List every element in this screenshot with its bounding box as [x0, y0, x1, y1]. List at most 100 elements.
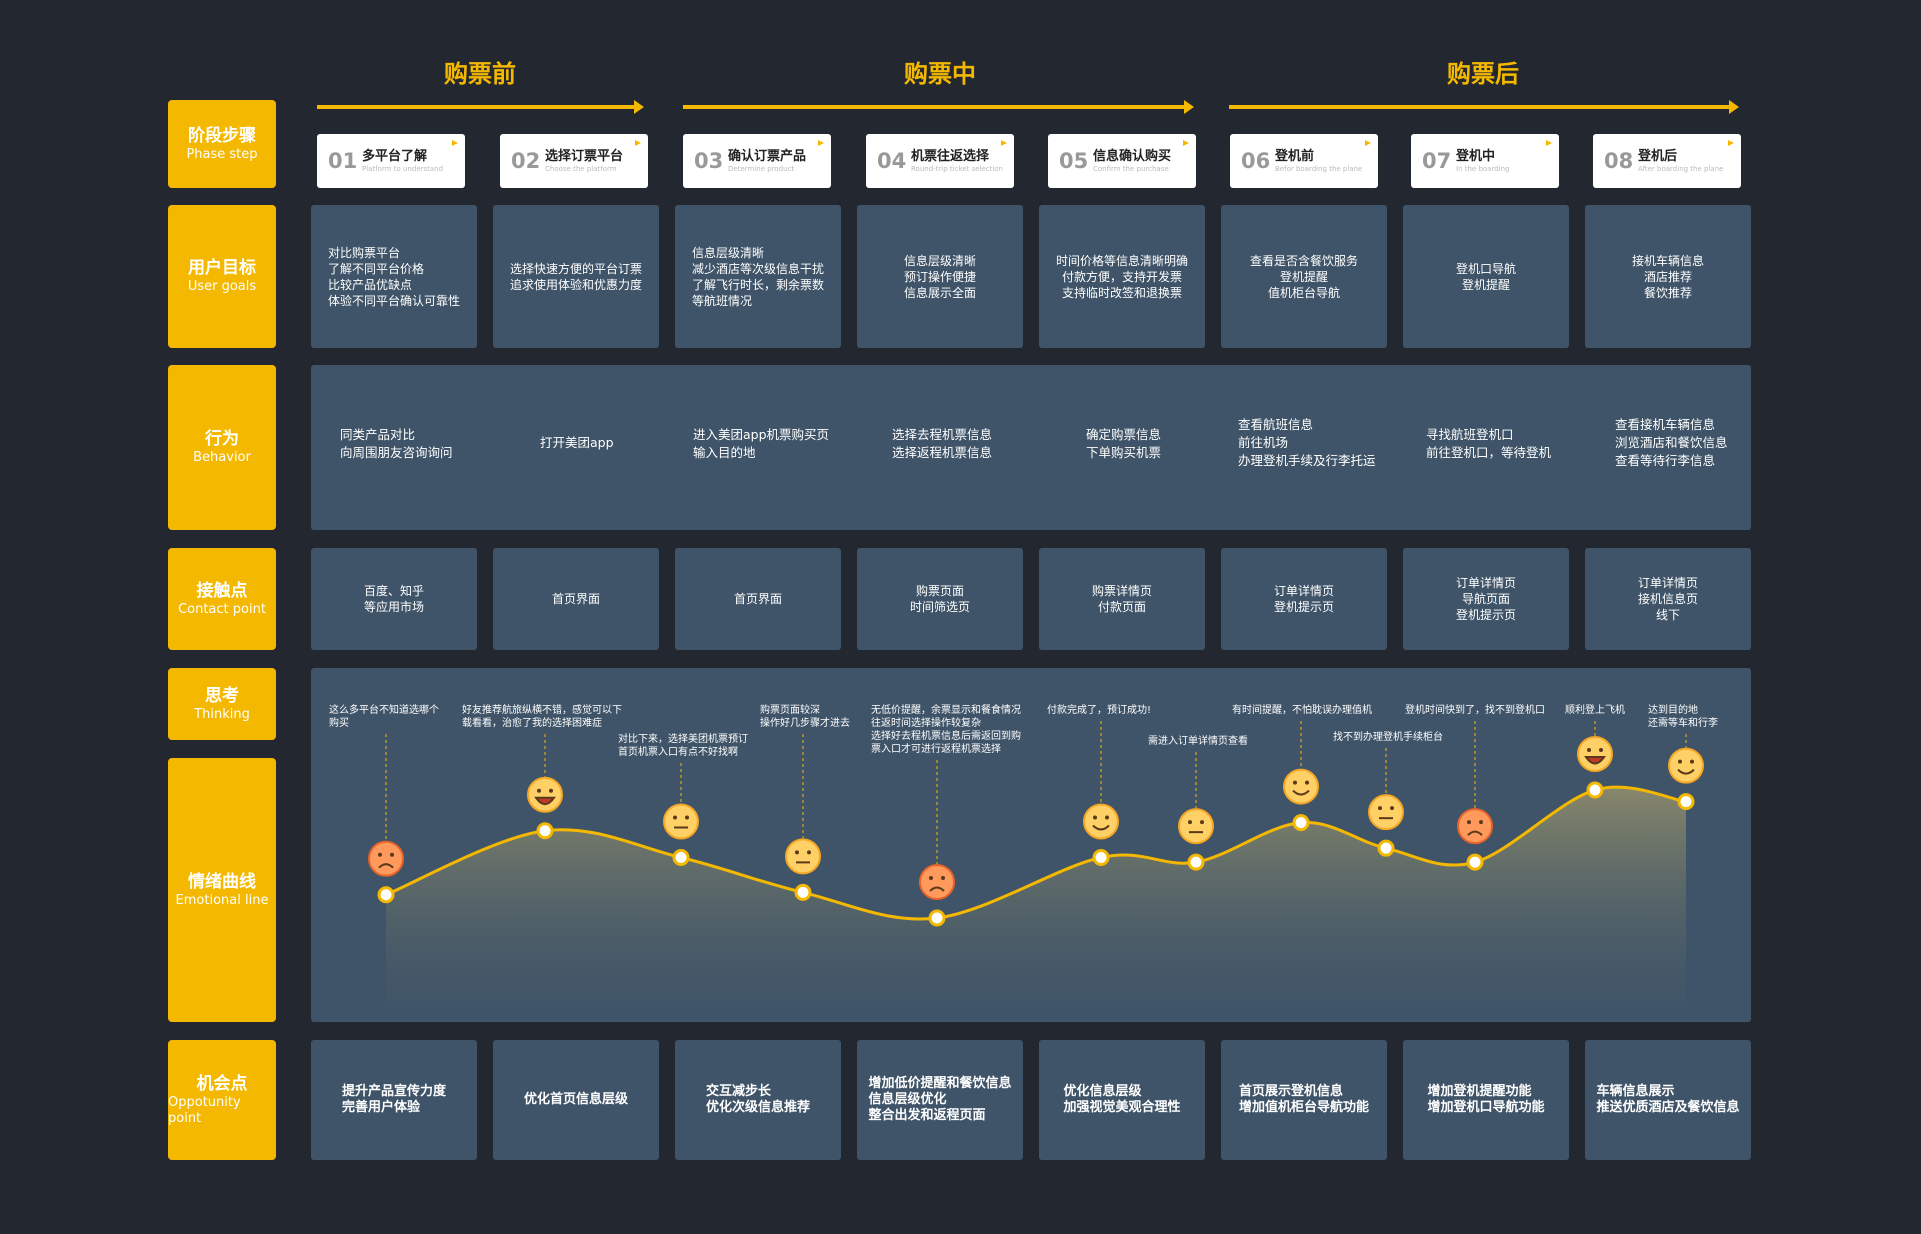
emotion-point	[1466, 853, 1484, 871]
step-subtitle: Platform to understand	[362, 164, 444, 173]
emotion-point	[1377, 839, 1395, 857]
step-title: 机票往返选择	[911, 148, 990, 164]
step-card-04[interactable]: 04 机票往返选择 Round-trip ticket selection	[866, 134, 1014, 188]
smile-face-icon	[1668, 747, 1704, 784]
thinking-text: 找不到办理登机手续柜台	[1333, 732, 1443, 743]
contact-point-cell: 百度、知乎 等应用市场	[311, 548, 477, 650]
behavior-panel	[311, 365, 1751, 530]
step-subtitle: Befor boarding the plane	[1275, 164, 1363, 173]
flag-icon	[1001, 140, 1007, 146]
phase-title-during: 购票中	[904, 60, 976, 88]
step-subtitle: Determine product	[728, 164, 795, 173]
row-label-opportunity: 机会点 Oppotunity point	[168, 1040, 276, 1160]
behavior-text: 查看航班信息 前往机场 办理登机手续及行李托运	[1238, 417, 1376, 468]
behavior-text: 打开美团app	[540, 435, 614, 450]
behavior-text: 确定购票信息 下单购买机票	[1086, 427, 1162, 460]
step-card-06[interactable]: 06 登机前 Befor boarding the plane	[1230, 134, 1378, 188]
step-title: 选择订票平台	[545, 148, 624, 164]
step-number: 03	[694, 149, 724, 173]
flag-icon	[1728, 140, 1734, 146]
opportunity-cell: 车辆信息展示 推送优质酒店及餐饮信息	[1585, 1040, 1751, 1160]
emotion-point	[377, 886, 395, 904]
behavior-text: 进入美团app机票购买页 输入目的地	[693, 427, 830, 460]
smile-face-icon	[1283, 768, 1319, 805]
row-label-behavior: 行为 Behavior	[168, 365, 276, 530]
emotion-point	[1677, 793, 1695, 811]
step-subtitle: Confirm the purchase	[1093, 164, 1169, 173]
emotion-point	[1292, 814, 1310, 832]
user-goal-cell: 接机车辆信息 酒店推荐 餐饮推荐	[1585, 205, 1751, 348]
step-subtitle: Round-trip ticket selection	[911, 164, 1003, 173]
sad-face-icon	[919, 864, 955, 900]
step-card-02[interactable]: 02 选择订票平台 Choose the platform	[500, 134, 648, 188]
step-title: 多平台了解	[362, 148, 428, 164]
emotion-point	[928, 909, 946, 927]
flag-icon	[635, 140, 641, 146]
step-card-05[interactable]: 05 信息确认购买 Confirm the purchase	[1048, 134, 1196, 188]
flag-icon	[1183, 140, 1189, 146]
user-goal-cell: 时间价格等信息清晰明确 付款方便，支持开发票 支持临时改签和退换票	[1039, 205, 1205, 348]
neutral-face-icon	[1178, 808, 1214, 845]
step-number: 02	[511, 149, 541, 173]
step-subtitle: In the boarding	[1456, 164, 1510, 173]
step-title: 登机前	[1275, 148, 1315, 164]
row-label-contact-point: 接触点 Contact point	[168, 548, 276, 650]
opportunity-cell: 增加登机提醒功能 增加登机口导航功能	[1403, 1040, 1569, 1160]
emotion-point	[536, 822, 554, 840]
flag-icon	[1546, 140, 1552, 146]
behavior-text: 同类产品对比 向周围朋友咨询询问	[340, 427, 453, 460]
phase-title-after: 购票后	[1447, 60, 1519, 88]
thinking-text: 登机时间快到了，找不到登机口	[1405, 705, 1545, 716]
neutral-face-icon	[785, 838, 821, 875]
thinking-text: 无低价提醒，余票显示和餐食情况 往返时间选择操作较复杂 选择好去程机票信息后需返…	[871, 705, 1021, 755]
contact-point-cell: 首页界面	[493, 548, 659, 650]
step-subtitle: Choose the platform	[545, 164, 617, 173]
opportunity-cell: 交互减步长 优化次级信息推荐	[675, 1040, 841, 1160]
row-label-thinking: 思考 Thinking	[168, 668, 276, 740]
user-goal-cell: 选择快速方便的平台订票 追求使用体验和优惠力度	[493, 205, 659, 348]
contact-point-cell: 购票详情页 付款页面	[1039, 548, 1205, 650]
flag-icon	[452, 140, 458, 146]
step-card-03[interactable]: 03 确认订票产品 Determine product	[683, 134, 831, 188]
step-title: 登机后	[1638, 148, 1678, 164]
emotion-point	[672, 848, 690, 866]
smile-face-icon	[1083, 803, 1119, 840]
emotion-curve-chart	[368, 721, 1704, 1022]
user-goal-cell: 信息层级清晰 预订操作便捷 信息展示全面	[857, 205, 1023, 348]
sad-face-icon	[368, 840, 404, 877]
emotion-point	[1092, 848, 1110, 866]
flag-icon	[818, 140, 824, 146]
emotion-point	[1586, 781, 1604, 799]
thinking-text: 有时间提醒，不怕耽误办理值机	[1232, 705, 1372, 716]
row-label-user-goals: 用户目标 User goals	[168, 205, 276, 348]
step-number: 01	[328, 149, 358, 173]
user-goal-cell: 对比购票平台 了解不同平台价格 比较产品优缺点 体验不同平台确认可靠性	[311, 205, 477, 348]
step-number: 05	[1059, 149, 1089, 173]
thinking-text: 付款完成了，预订成功!	[1047, 705, 1152, 716]
opportunity-cell: 首页展示登机信息 增加值机柜台导航功能	[1221, 1040, 1387, 1160]
step-card-01[interactable]: 01 多平台了解 Platform to understand	[317, 134, 465, 188]
contact-point-cell: 购票页面 时间筛选页	[857, 548, 1023, 650]
thinking-text: 购票页面较深 操作好几步骤才进去	[760, 705, 850, 729]
opportunity-cell: 优化信息层级 加强视觉美观合理性	[1039, 1040, 1205, 1160]
emotion-area	[386, 787, 1686, 1022]
row-label-phase-step: 阶段步骤 Phase step	[168, 100, 276, 188]
contact-point-cell: 订单详情页 登机提示页	[1221, 548, 1387, 650]
step-title: 登机中	[1456, 148, 1496, 164]
happy-face-icon	[1577, 736, 1613, 772]
thinking-text: 这么多平台不知道选哪个 购买	[329, 705, 439, 729]
thinking-text: 好友推荐航旅纵横不错，感觉可以下 载看看，治愈了我的选择困难症	[462, 705, 622, 729]
phase-title-before: 购票前	[444, 60, 516, 88]
user-goal-cell: 信息层级清晰 减少酒店等次级信息干扰 了解飞行时长，剩余票数 等航班情况	[675, 205, 841, 348]
contact-point-cell: 订单详情页 接机信息页 线下	[1585, 548, 1751, 650]
step-card-07[interactable]: 07 登机中 In the boarding	[1411, 134, 1559, 188]
step-card-08[interactable]: 08 登机后 After boarding the plane	[1593, 134, 1741, 188]
emotion-point	[1187, 853, 1205, 871]
opportunity-cell: 增加低价提醒和餐饮信息 信息层级优化 整合出发和返程页面	[857, 1040, 1023, 1160]
behavior-text: 查看接机车辆信息 浏览酒店和餐饮信息 查看等待行李信息	[1615, 417, 1728, 468]
step-number: 08	[1604, 149, 1634, 173]
behavior-text: 选择去程机票信息 选择返程机票信息	[892, 427, 993, 460]
opportunity-cell: 提升产品宣传力度 完善用户体验	[311, 1040, 477, 1160]
thinking-text: 达到目的地 还需等车和行李	[1648, 705, 1718, 729]
flag-icon	[1365, 140, 1371, 146]
